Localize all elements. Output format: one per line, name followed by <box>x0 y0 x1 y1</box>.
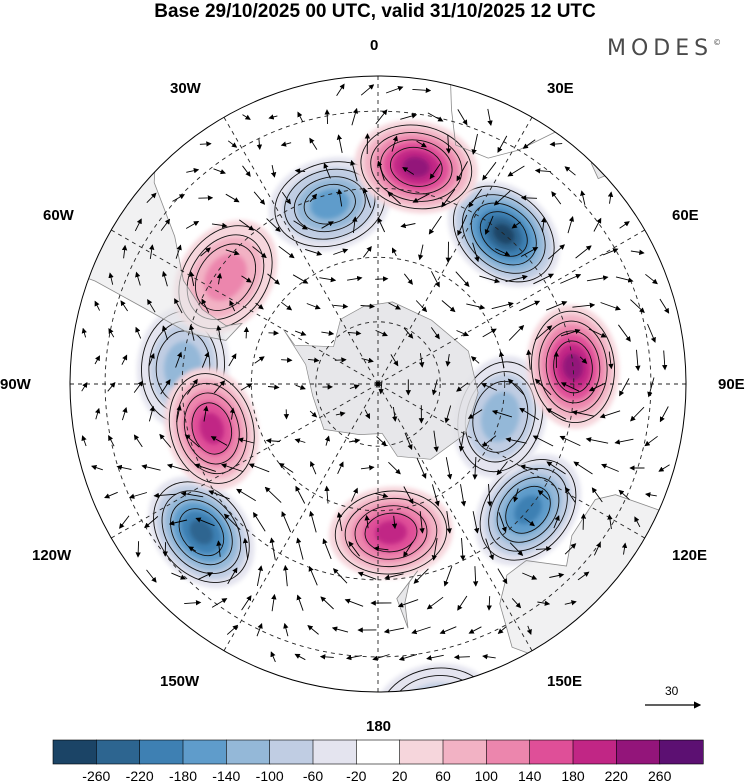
colorbar-label: -100 <box>250 768 290 784</box>
wind-vector <box>200 144 211 145</box>
madagascar-coastline <box>591 128 662 179</box>
colorbar-swatch <box>530 740 574 764</box>
colorbar-swatch <box>616 740 660 764</box>
lon-label-150w: 150W <box>160 673 199 690</box>
wind-vector <box>335 360 346 361</box>
colorbar <box>53 740 703 764</box>
colorbar-swatch <box>270 740 314 764</box>
colorbar-label: 60 <box>423 768 463 784</box>
lon-label-60w: 60W <box>43 207 74 224</box>
lon-label-120e: 120E <box>672 547 707 564</box>
colorbar-label: -60 <box>293 768 333 784</box>
colorbar-label: -180 <box>163 768 203 784</box>
lon-label-150e: 150E <box>547 673 582 690</box>
colorbar-swatch <box>313 740 357 764</box>
wind-vector <box>522 198 537 199</box>
colorbar-label: 140 <box>510 768 550 784</box>
colorbar-label: -140 <box>206 768 246 784</box>
colorbar-label: 180 <box>553 768 593 784</box>
colorbar-label: 220 <box>596 768 636 784</box>
colorbar-label: -260 <box>76 768 116 784</box>
wind-vector <box>327 110 328 124</box>
colorbar-swatch <box>96 740 140 764</box>
lon-label-90w: 90W <box>0 376 31 393</box>
colorbar-label: 260 <box>640 768 680 784</box>
wind-vector <box>375 279 387 280</box>
wind-vector <box>246 328 247 339</box>
wind-vector <box>281 360 292 361</box>
wind-vector <box>455 657 470 658</box>
colorbar-label: -220 <box>120 768 160 784</box>
colorbar-swatch <box>486 740 530 764</box>
reference-vector-label: 30 <box>665 684 678 698</box>
wind-vector <box>138 541 139 557</box>
lon-label-90e: 90E <box>718 376 745 393</box>
colorbar-swatch <box>226 740 270 764</box>
colorbar-swatch <box>356 740 400 764</box>
colorbar-swatch <box>140 740 184 764</box>
lon-label-60e: 60E <box>672 207 699 224</box>
colorbar-label: 20 <box>380 768 420 784</box>
colorbar-swatch <box>573 740 617 764</box>
colorbar-swatch <box>183 740 227 764</box>
lon-label-180: 180 <box>366 718 391 735</box>
south-pole-marker <box>376 382 381 387</box>
colorbar-swatch <box>400 740 444 764</box>
colorbar-label: -20 <box>336 768 376 784</box>
colorbar-swatch <box>443 740 487 764</box>
colorbar-label: 100 <box>466 768 506 784</box>
lon-label-0: 0 <box>370 37 378 54</box>
colorbar-swatch <box>53 740 97 764</box>
lon-label-120w: 120W <box>32 547 71 564</box>
lon-label-30w: 30W <box>170 80 201 97</box>
lon-label-30e: 30E <box>547 80 574 97</box>
wind-vector <box>583 514 584 530</box>
colorbar-swatch <box>660 740 704 764</box>
